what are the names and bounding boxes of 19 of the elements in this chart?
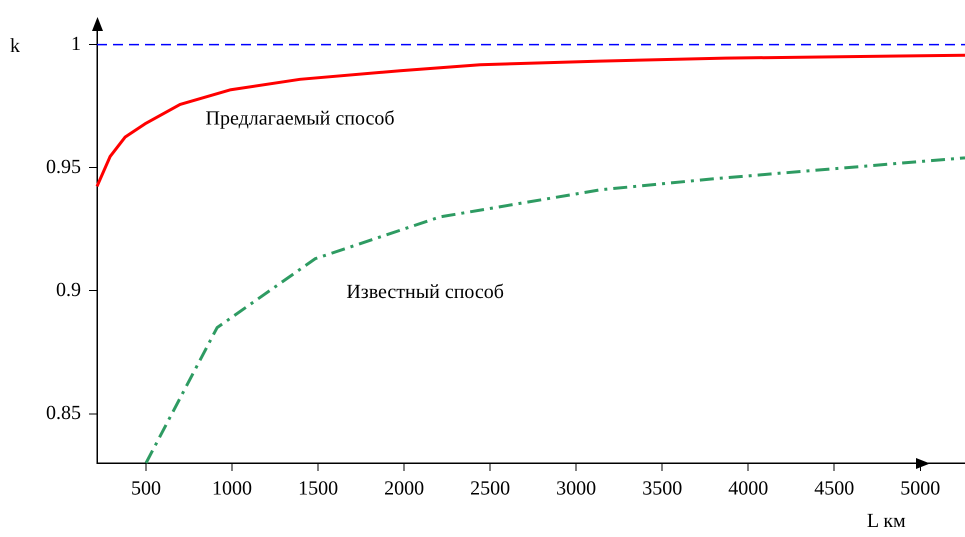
x-tick-label: 500 [131, 477, 162, 500]
series-label: Предлагаемый способ [206, 108, 395, 130]
series-label: Известный способ [346, 280, 504, 303]
x-tick-label: 3500 [642, 477, 682, 500]
x-tick-label: 3000 [556, 477, 596, 500]
y-axis-title: k [10, 34, 20, 57]
x-tick-label: 4500 [814, 477, 854, 500]
y-tick-label: 0.85 [46, 402, 81, 424]
y-tick-label: 1 [71, 32, 81, 55]
x-axis-title: L км [866, 510, 906, 532]
x-tick-label: 5000 [900, 477, 940, 500]
x-tick-label: 1000 [212, 477, 252, 500]
y-tick-label: 0.95 [46, 156, 81, 178]
x-tick-label: 2000 [384, 477, 424, 500]
x-tick-label: 1500 [298, 477, 338, 500]
x-tick-label: 2500 [470, 477, 510, 500]
y-tick-label: 0.9 [56, 278, 81, 301]
line-series [144, 156, 965, 464]
x-tick-label: 4000 [728, 477, 768, 500]
